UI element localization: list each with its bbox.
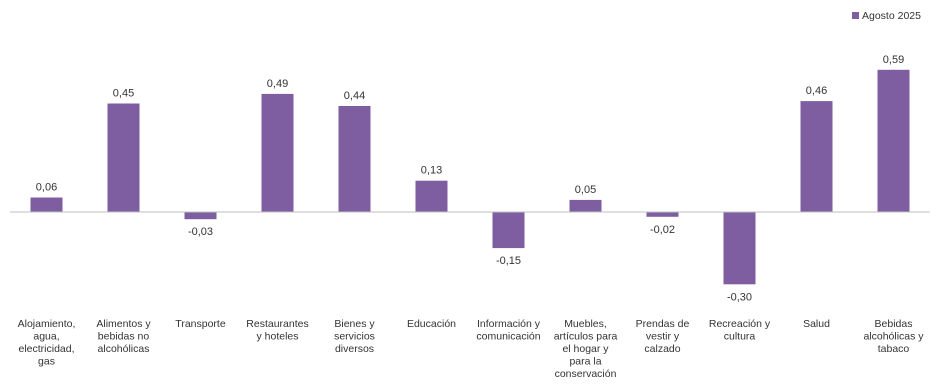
category-label: Información y comunicación — [476, 318, 540, 343]
bar — [30, 197, 63, 212]
category-label: Alimentos y bebidas no alcohólicas — [96, 318, 151, 355]
category-labels: Alojamiento, agua, electricidad, gas Aliment… — [18, 318, 925, 380]
bar-value-label: 0,06 — [36, 182, 57, 194]
category-label: Bienes y servicios diversos — [334, 318, 375, 355]
bar — [338, 106, 371, 212]
category-label: Recreación y cultura — [709, 318, 771, 343]
bar-value-label: 0,44 — [344, 90, 365, 102]
category-label: Salud — [803, 318, 830, 330]
category-label: Alojamiento, agua, electricidad, gas — [18, 318, 76, 368]
bar-value-label: 0,45 — [113, 88, 134, 100]
legend-swatch — [852, 12, 859, 19]
category-label: Prendas de vestir y calzado — [636, 318, 690, 355]
bar — [492, 212, 525, 249]
bar — [646, 212, 679, 217]
bar — [184, 212, 217, 220]
bar-value-label: 0,49 — [267, 78, 288, 90]
category-label: Muebles, artículos para el hogar y para la c… — [554, 318, 618, 380]
legend-label: Agosto 2025 — [862, 10, 921, 22]
bar-value-label: -0,15 — [496, 255, 521, 267]
category-label: Transporte — [175, 318, 226, 330]
bar-value-label: 0,05 — [575, 184, 596, 196]
legend: Agosto 2025 — [852, 10, 921, 22]
bar — [800, 101, 833, 212]
bar-value-label: 0,13 — [421, 165, 442, 177]
bar-value-label: -0,02 — [650, 224, 675, 236]
bar — [107, 103, 140, 212]
bar-value-label: -0,03 — [188, 226, 213, 238]
category-label: Educación — [407, 318, 456, 330]
category-label: Bebidas alcohólicas y tabaco — [863, 318, 924, 355]
bar — [569, 199, 602, 212]
bar — [261, 93, 294, 212]
bar — [415, 180, 448, 212]
bar-value-label: 0,59 — [883, 54, 904, 66]
bar-value-label: 0,46 — [806, 85, 827, 97]
category-label: Restaurantes y hoteles — [246, 318, 308, 343]
bar — [723, 212, 756, 285]
bar — [877, 69, 910, 212]
bar-value-label: -0,30 — [727, 291, 752, 303]
bar-value-labels: 0,06 0,45 -0,03 0,49 0,44 0,13 -0,15 0,05 -0,02 -… — [36, 54, 904, 303]
bars-group — [30, 69, 910, 285]
